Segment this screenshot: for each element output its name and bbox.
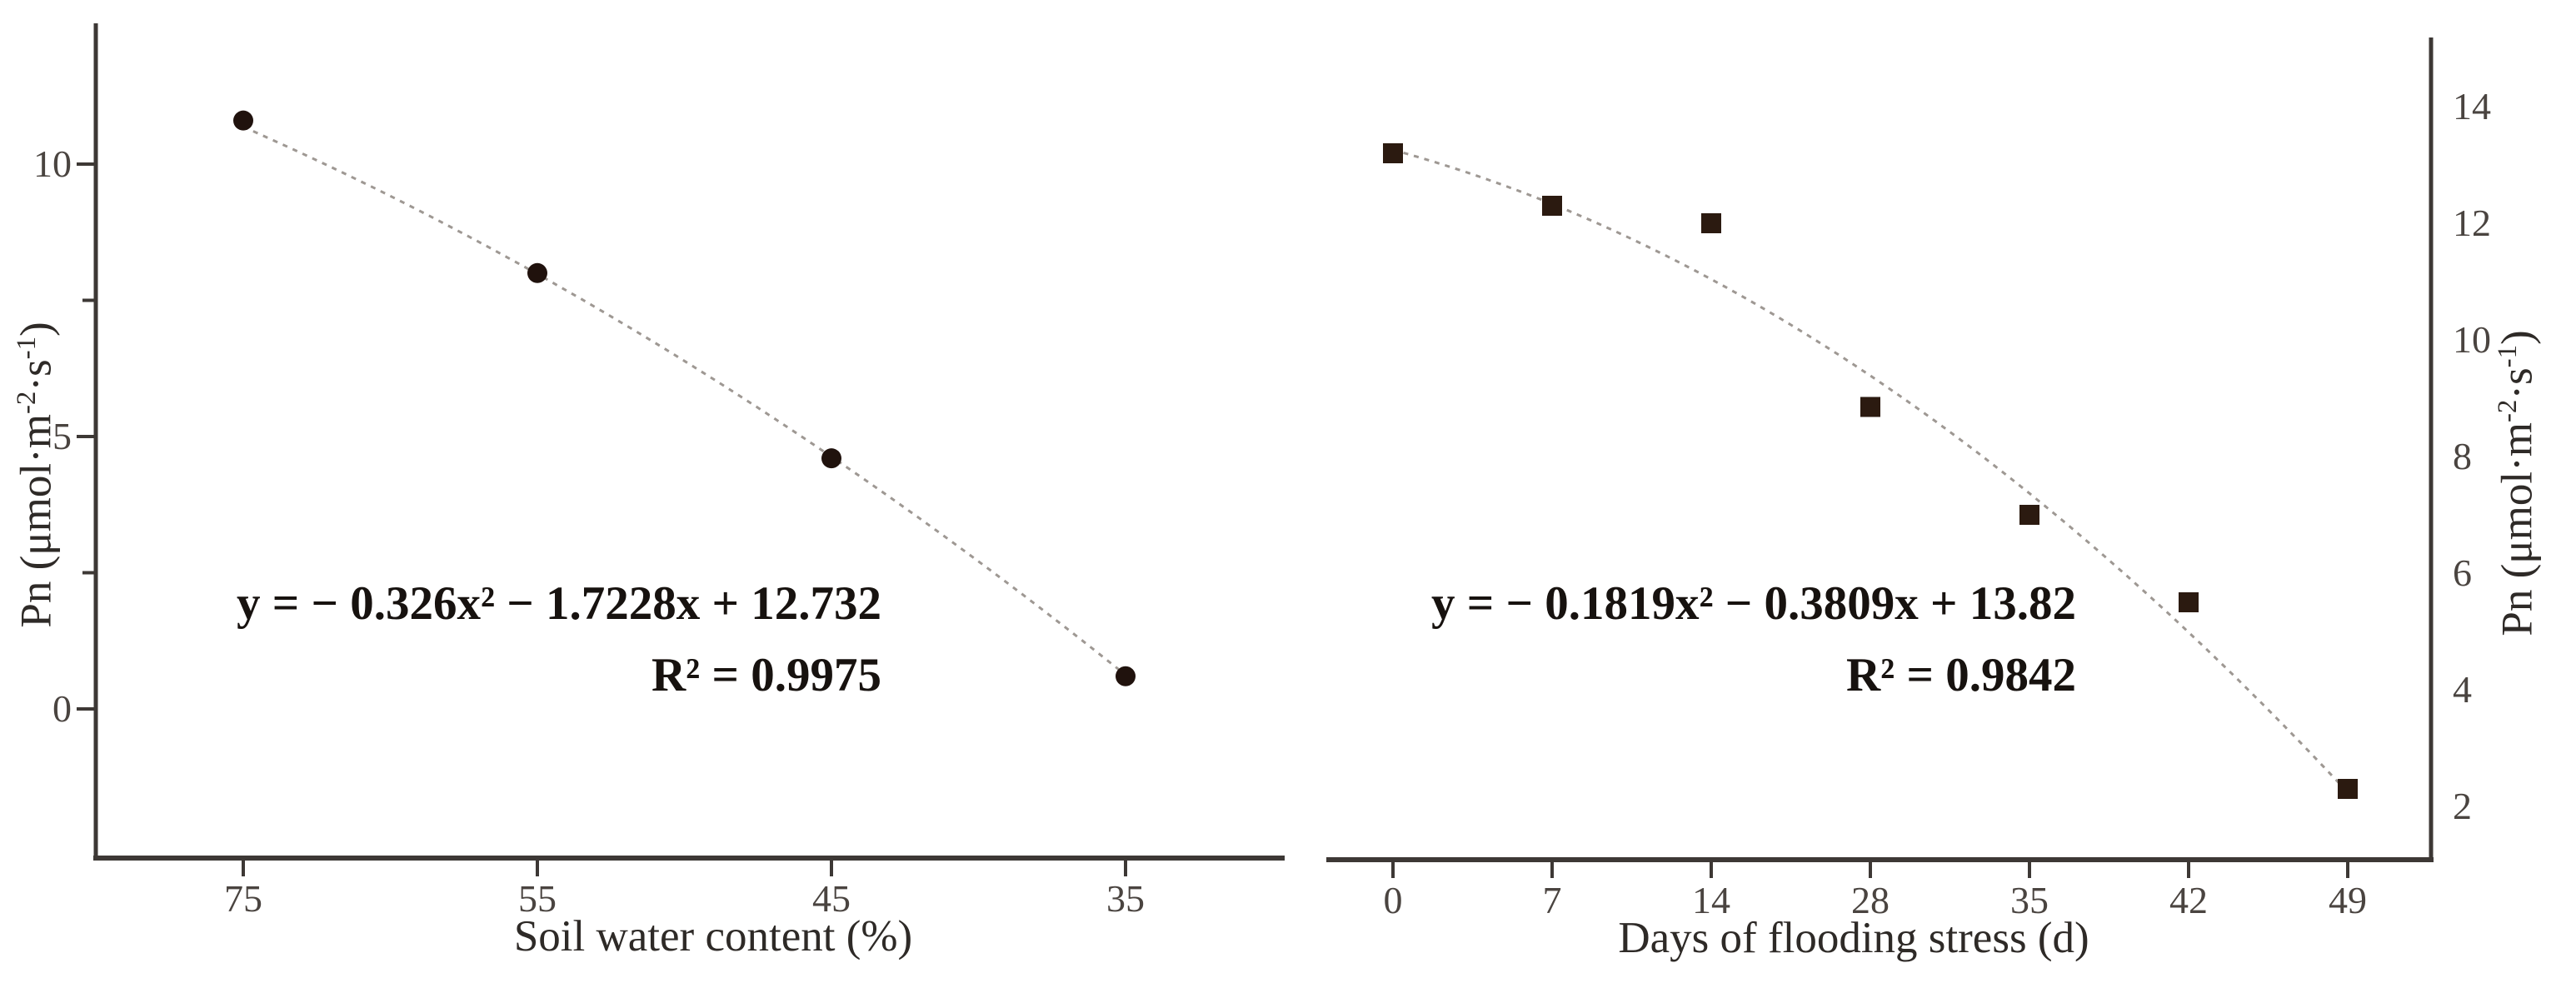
fit-curve (242, 125, 1126, 676)
text-run: Pn (μmol·m (2493, 422, 2542, 636)
data-point (821, 448, 841, 469)
data-point (527, 262, 547, 283)
x-tick-label: 35 (2010, 879, 2049, 921)
superscript: -2 (11, 391, 42, 415)
y-axis-title: Pn (μmol·m-2·s-1) (11, 322, 61, 628)
data-point (1383, 143, 1403, 163)
y-tick-label: 14 (2453, 85, 2491, 127)
data-point (2338, 779, 2358, 799)
x-axis-title: Days of flooding stress (d) (1618, 914, 2089, 962)
x-tick-label: 14 (1692, 879, 1730, 921)
data-point (1701, 213, 1721, 233)
text-run: ) (2493, 330, 2542, 345)
y-tick-label: 4 (2453, 668, 2472, 711)
y-tick-label: 6 (2453, 551, 2472, 594)
x-tick-label: 28 (1851, 879, 1890, 921)
y-tick-label: 5 (52, 415, 72, 457)
text-run: Pn (μmol·m (12, 414, 61, 628)
x-tick-label: 35 (1106, 877, 1145, 920)
y-tick-label: 10 (2453, 318, 2491, 361)
text-run: ) (12, 322, 61, 337)
text-run: ·s (2493, 367, 2542, 400)
x-tick-label: 55 (518, 877, 557, 920)
x-tick-label: 42 (2169, 879, 2208, 921)
x-tick-label: 0 (1383, 879, 1403, 921)
r-squared-text: R² = 0.9842 (1846, 649, 2076, 701)
y-tick-label: 10 (33, 142, 72, 185)
data-point (1116, 666, 1136, 686)
data-point (1860, 397, 1880, 417)
superscript: -1 (11, 337, 42, 360)
y-axis-title: Pn (μmol·m-2·s-1) (2492, 330, 2542, 636)
x-tick-label: 49 (2329, 879, 2367, 921)
data-point (233, 110, 253, 131)
y-tick-label: 12 (2453, 202, 2491, 244)
text-run: ·s (12, 359, 61, 392)
data-point (2019, 505, 2039, 525)
r-squared-text: R² = 0.9975 (651, 649, 881, 701)
y-tick-label: 2 (2453, 785, 2472, 827)
x-tick-label: 7 (1542, 879, 1562, 921)
x-tick-label: 45 (812, 877, 851, 920)
fit-equation-text: y = − 0.326x² − 1.7228x + 12.732 (236, 577, 881, 630)
equation-block: y = − 0.326x² − 1.7228x + 12.732 R² = 0.9… (237, 568, 881, 711)
data-point (2179, 592, 2199, 612)
superscript: -2 (2492, 399, 2523, 423)
y-tick-label: 8 (2453, 435, 2472, 477)
x-tick-label: 75 (224, 877, 262, 920)
superscript: -1 (2492, 345, 2523, 368)
x-axis-title: Soil water content (%) (513, 912, 913, 961)
data-point (1542, 196, 1562, 216)
equation-block: y = − 0.1819x² − 0.3809x + 13.82 R² = 0.9… (1431, 568, 2076, 711)
y-tick-label: 0 (52, 687, 72, 730)
fit-equation-text: y = − 0.1819x² − 0.3809x + 13.82 (1430, 577, 2076, 630)
